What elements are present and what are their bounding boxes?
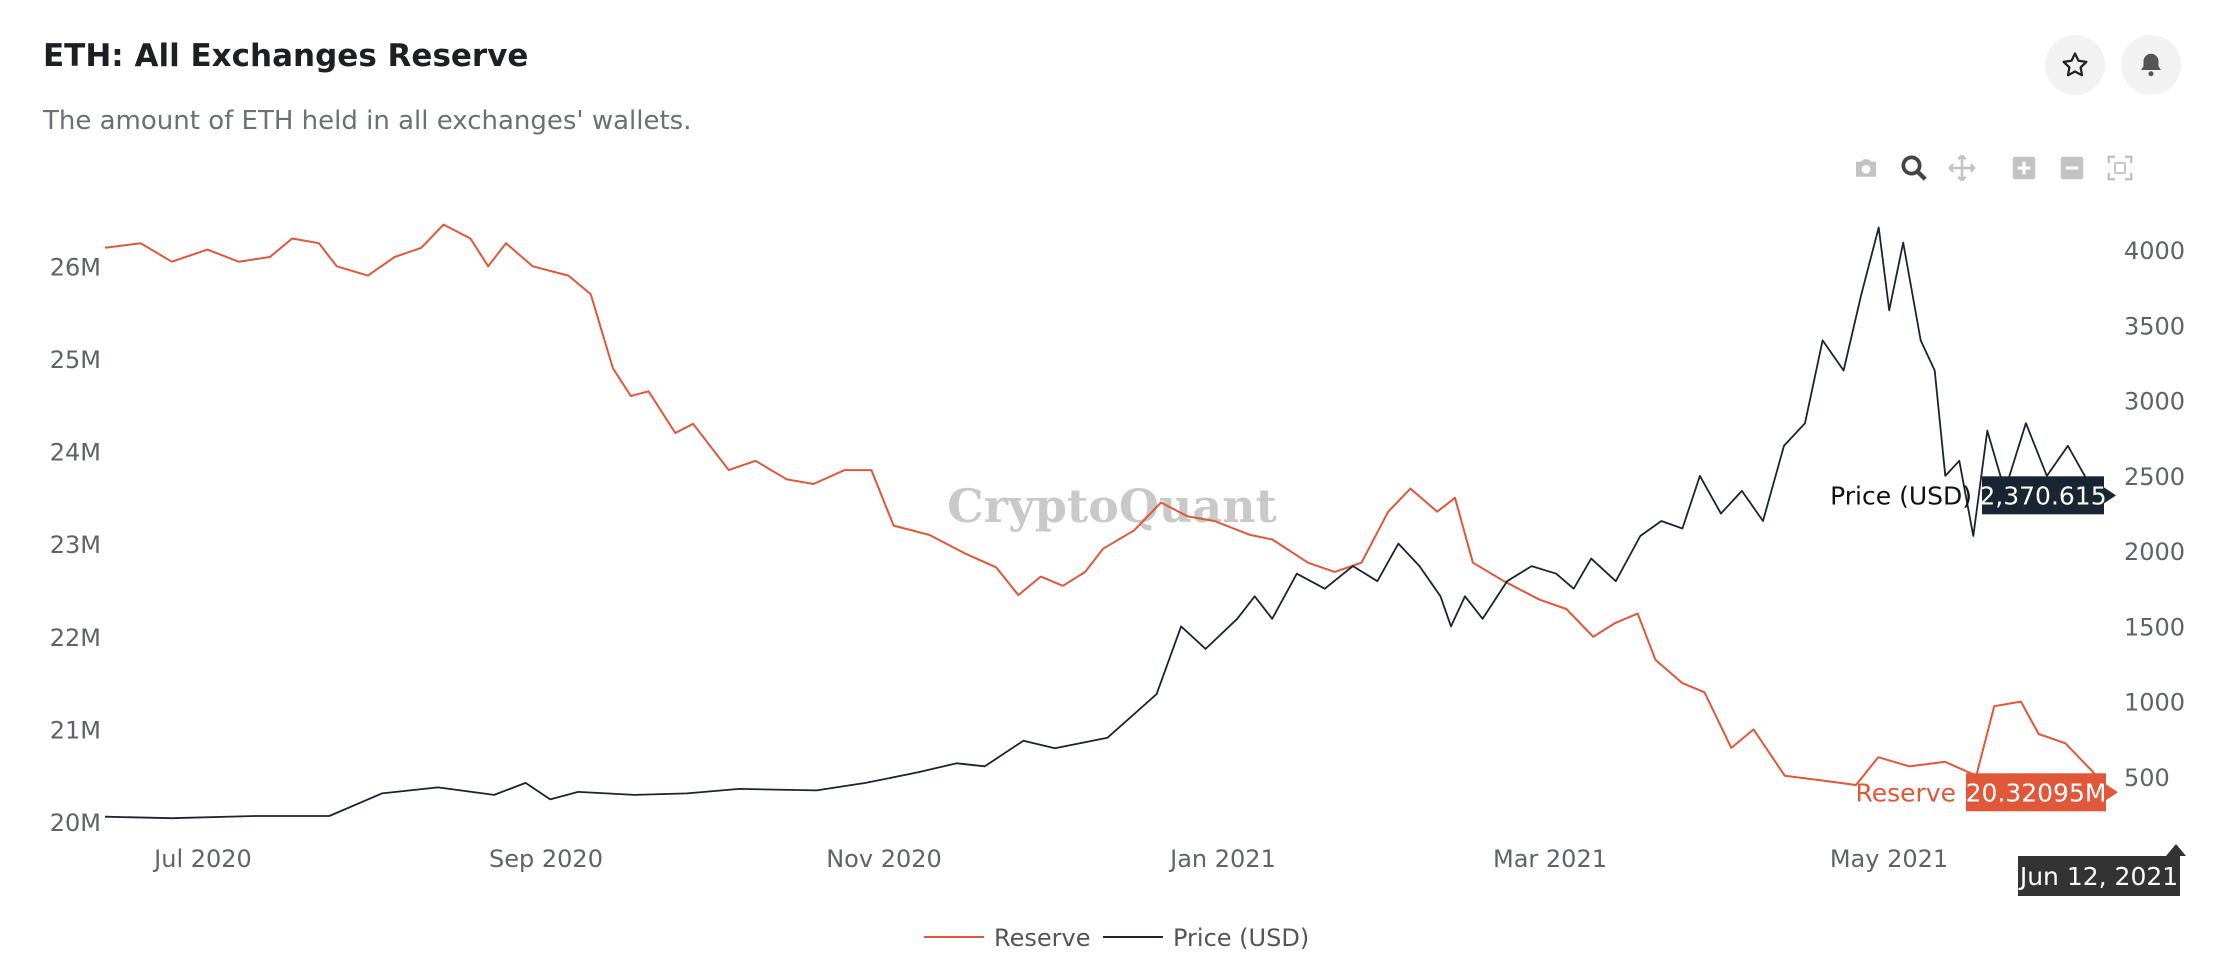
zoom-icon — [1901, 155, 1927, 181]
hover-reserve-label: Reserve — [1856, 778, 1957, 807]
legend-price-label: Price (USD) — [1173, 924, 1309, 952]
hover-date-pointer — [2166, 844, 2186, 856]
y-right-tick-label: 1500 — [2124, 613, 2185, 641]
y-right-tick-label: 2000 — [2124, 538, 2185, 566]
y-right-tick-label: 500 — [2124, 764, 2170, 792]
y-right-tick-label: 3500 — [2124, 312, 2185, 340]
hover-reserve-pointer — [2106, 784, 2118, 801]
hover-date-value: Jun 12, 2021 — [2018, 862, 2178, 891]
y-left-tick-label: 22M — [50, 624, 101, 652]
y-right-tick-label: 3000 — [2124, 388, 2185, 416]
hover-price-label: Price (USD) — [1830, 481, 1972, 510]
x-tick-label: Sep 2020 — [489, 845, 603, 873]
zoom-in-icon — [2012, 156, 2036, 180]
hover-price-pointer — [2104, 487, 2116, 504]
page-subtitle: The amount of ETH held in all exchanges'… — [43, 106, 692, 136]
x-tick-label: Nov 2020 — [826, 845, 942, 873]
alert-button[interactable] — [2121, 35, 2181, 95]
pan-icon — [1948, 154, 1976, 182]
zoom-out-button[interactable] — [2054, 150, 2090, 186]
y-left-tick-label: 25M — [50, 346, 101, 374]
x-tick-label: Mar 2021 — [1493, 845, 1607, 873]
zoom-in-button[interactable] — [2006, 150, 2042, 186]
watermark: CryptoQuant — [947, 479, 1277, 533]
camera-icon — [1856, 159, 1876, 177]
camera-button[interactable] — [1848, 150, 1884, 186]
star-icon — [2062, 52, 2088, 77]
y-left-tick-label: 21M — [50, 716, 101, 744]
hover-date-box — [2018, 856, 2180, 896]
chart-modebar — [1840, 150, 2200, 190]
bell-icon — [2141, 53, 2161, 77]
y-right-tick-label: 2500 — [2124, 463, 2185, 491]
y-right-tick-label: 1000 — [2124, 689, 2185, 717]
page-title: ETH: All Exchanges Reserve — [43, 38, 529, 74]
x-tick-label: May 2021 — [1830, 845, 1948, 873]
pan-button[interactable] — [1944, 150, 1980, 186]
hover-reserve-box — [1966, 773, 2106, 812]
autoscale-icon — [2107, 155, 2133, 181]
y-right-tick-label: 4000 — [2124, 237, 2185, 265]
zoom-button[interactable] — [1896, 150, 1932, 186]
y-left-tick-label: 26M — [50, 253, 101, 281]
favorite-button[interactable] — [2045, 35, 2105, 95]
autoscale-button[interactable] — [2102, 150, 2138, 186]
price-series-line[interactable] — [104, 226, 2111, 820]
zoom-out-icon — [2060, 156, 2084, 180]
y-left-tick-label: 20M — [50, 809, 101, 837]
x-tick-label: Jul 2020 — [152, 845, 252, 873]
hover-reserve-value: 20.32095M — [1966, 778, 2107, 807]
x-tick-label: Jan 2021 — [1168, 845, 1276, 873]
reserve-series-line[interactable] — [104, 223, 2111, 793]
hover-price-box — [1982, 476, 2104, 515]
legend-reserve-label: Reserve — [994, 924, 1090, 952]
y-left-tick-label: 23M — [50, 531, 101, 559]
y-left-tick-label: 24M — [50, 439, 101, 467]
hover-price-value: 2,370.615 — [1979, 481, 2106, 510]
